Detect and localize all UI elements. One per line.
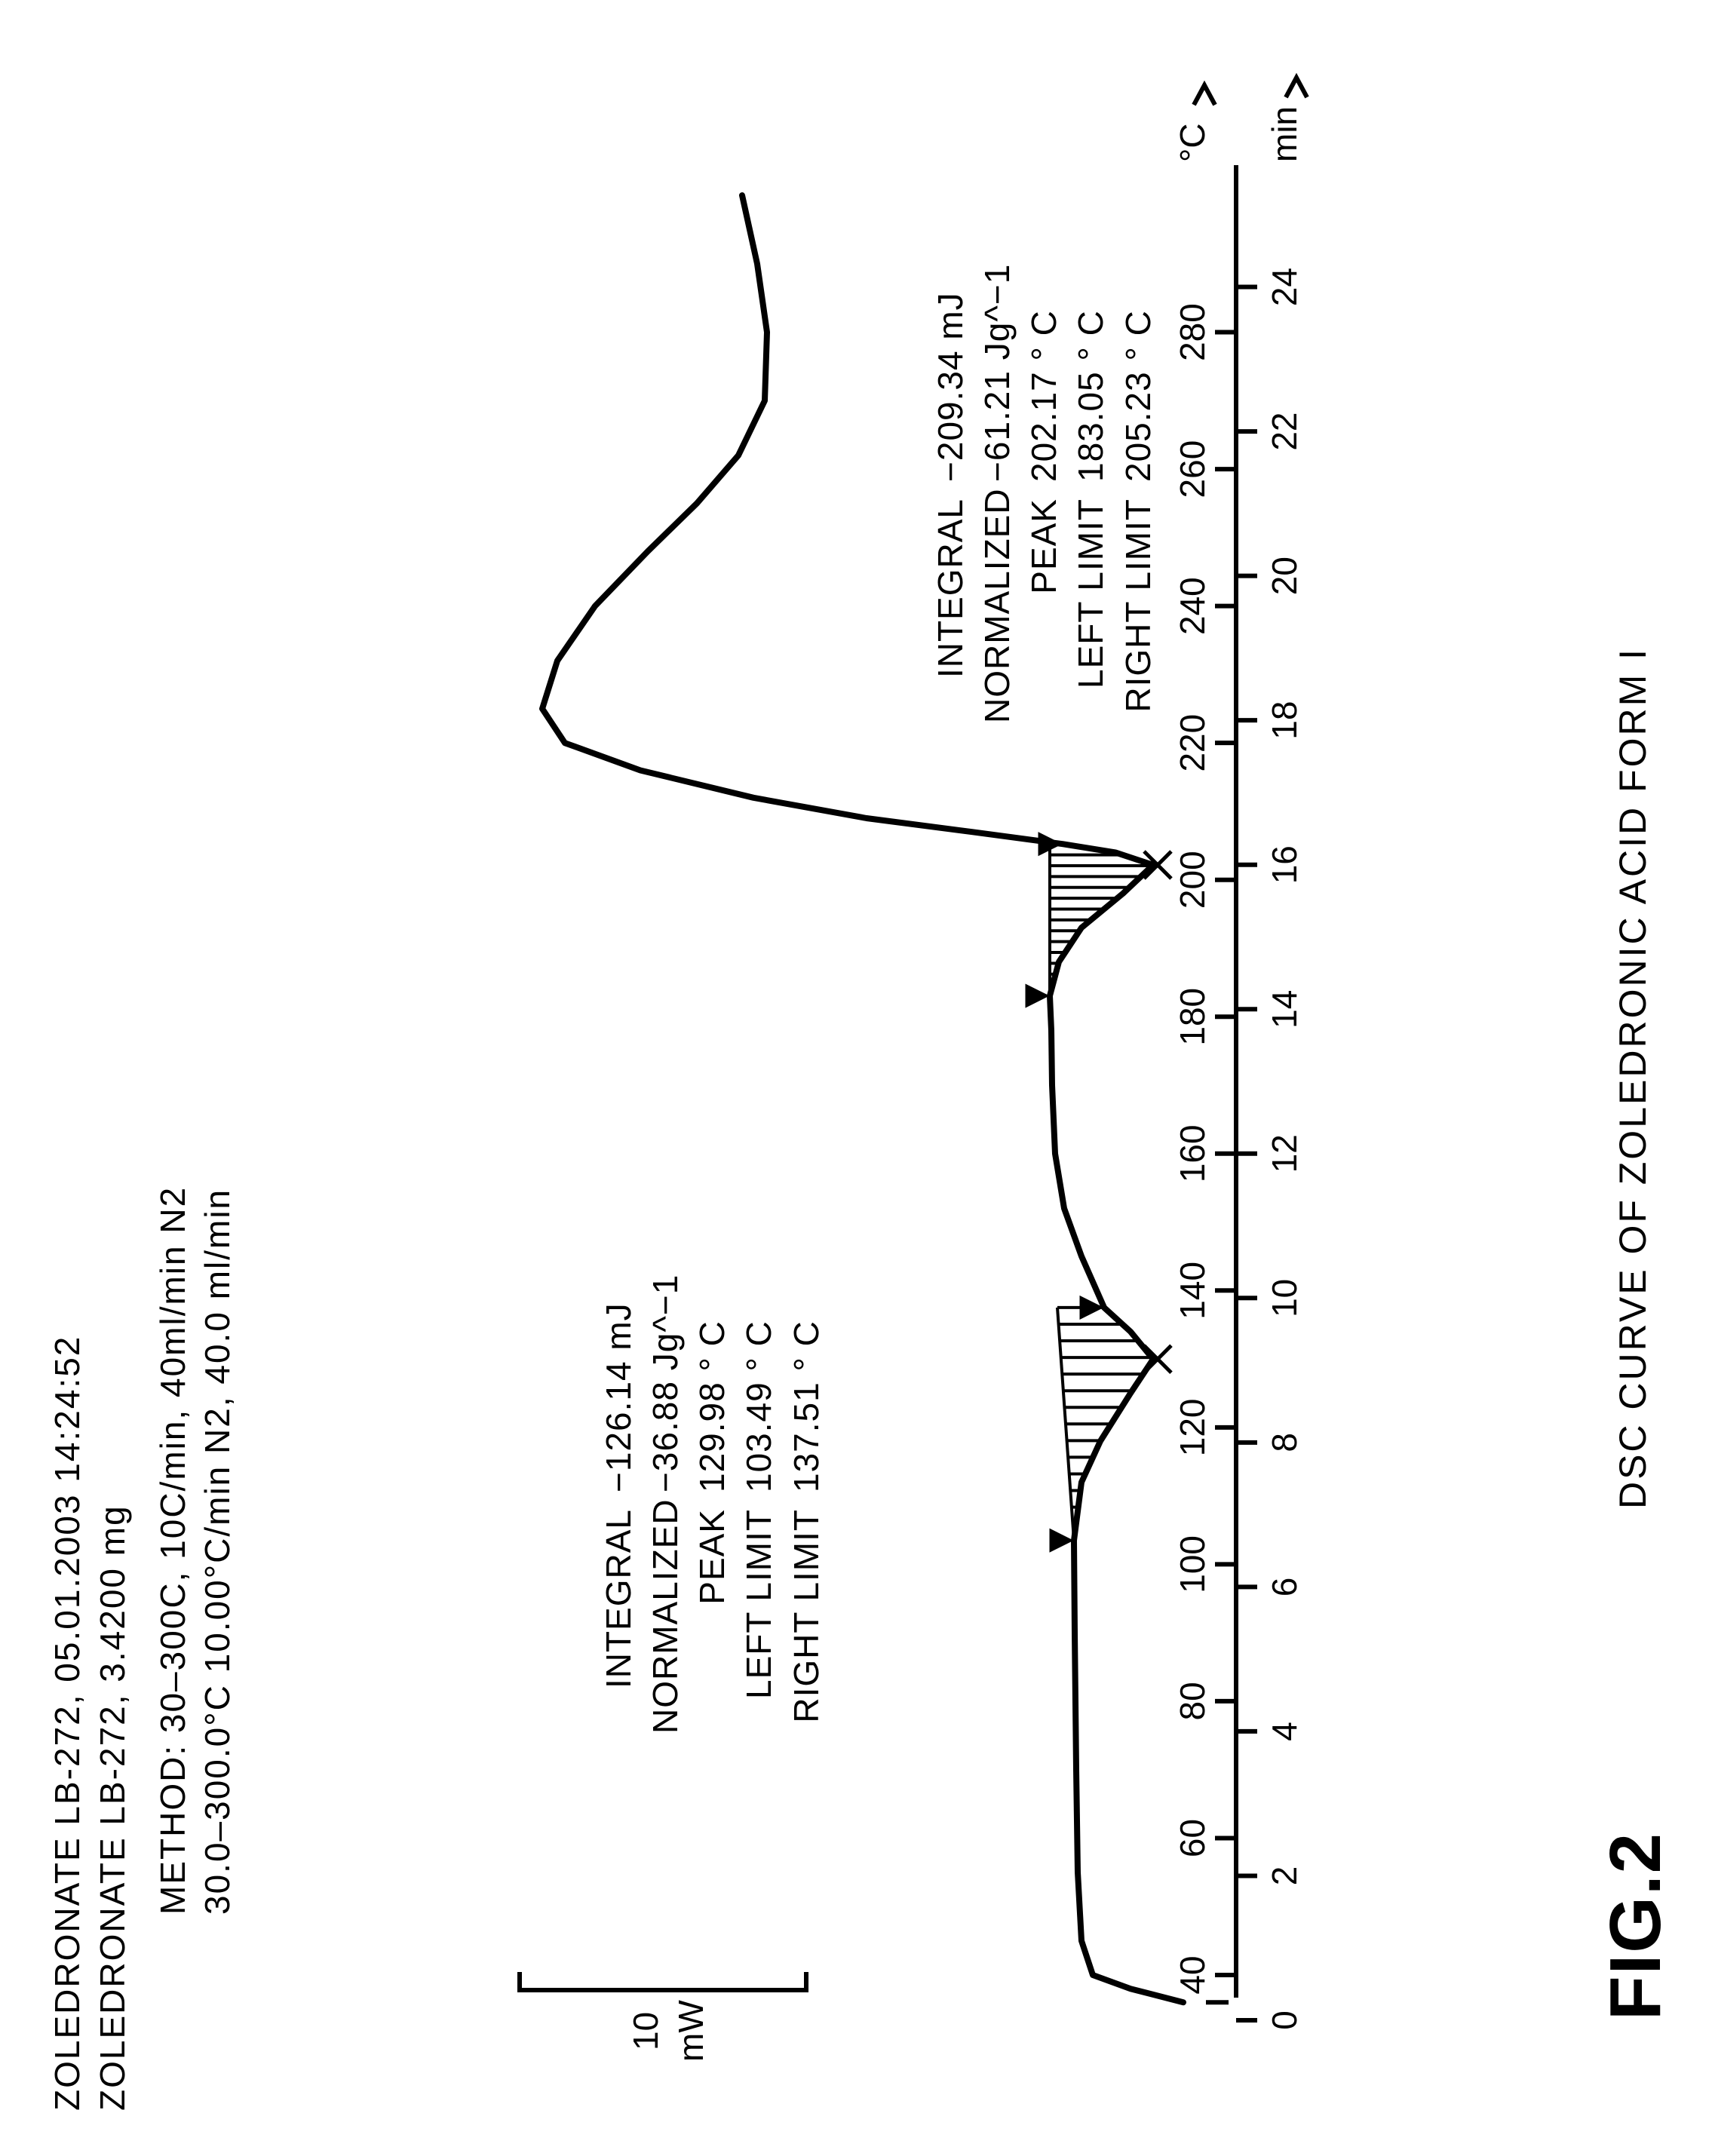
svg-text:180: 180	[1173, 988, 1212, 1046]
dsc-chart: 10 mW 4060801001201401601802002202402602…	[263, 60, 1394, 2096]
svg-text:8: 8	[1265, 1433, 1304, 1452]
header-line2: ZOLEDRONATE LB-272, 3.4200 mg	[91, 75, 136, 2111]
svg-text:2: 2	[1265, 1866, 1304, 1886]
svg-text:220: 220	[1173, 714, 1212, 772]
svg-text:4: 4	[1265, 1722, 1304, 1741]
svg-text:18: 18	[1265, 701, 1304, 740]
svg-text:24: 24	[1265, 268, 1304, 306]
svg-text:200: 200	[1173, 851, 1212, 909]
svg-text:14: 14	[1265, 990, 1304, 1029]
svg-text:260: 260	[1173, 440, 1212, 498]
svg-text:80: 80	[1173, 1682, 1212, 1720]
svg-text:240: 240	[1173, 577, 1212, 635]
svg-text:120: 120	[1173, 1398, 1212, 1456]
method-block: METHOD: 30–300C, 10C/min, 40ml/min N2 30…	[151, 75, 241, 1915]
svg-text:10: 10	[1265, 1279, 1304, 1317]
peak2-info: INTEGRAL−209.34 mJ NORMALIZED−61.21 Jg^−…	[927, 264, 1161, 723]
svg-text:280: 280	[1173, 303, 1212, 361]
svg-text:140: 140	[1173, 1262, 1212, 1320]
sample-header: ZOLEDRONATE LB-272, 05.01.2003 14:24:52 …	[45, 75, 136, 2111]
method-line1: METHOD: 30–300C, 10C/min, 40ml/min N2	[151, 75, 196, 1915]
svg-text:20: 20	[1265, 557, 1304, 595]
svg-text:0: 0	[1265, 2010, 1304, 2030]
svg-text:min: min	[1265, 106, 1304, 162]
svg-text:40: 40	[1173, 1955, 1212, 1994]
chart-svg: 406080100120140160180200220240260280°C02…	[263, 60, 1394, 2096]
svg-text:6: 6	[1265, 1578, 1304, 1597]
peak1-info: INTEGRAL−126.14 mJ NORMALIZED−36.88 Jg^−…	[595, 1274, 829, 1734]
svg-text:22: 22	[1265, 412, 1304, 450]
figure-label: FIG.2	[1594, 1832, 1677, 2020]
svg-text:60: 60	[1173, 1819, 1212, 1857]
svg-text:160: 160	[1173, 1124, 1212, 1182]
svg-text:12: 12	[1265, 1134, 1304, 1173]
svg-text:100: 100	[1173, 1535, 1212, 1593]
header-line1: ZOLEDRONATE LB-272, 05.01.2003 14:24:52	[45, 75, 91, 2111]
method-line2: 30.0–300.0°C 10.00°C/min N2, 40.0 ml/min	[195, 75, 241, 1915]
svg-text:°C: °C	[1173, 123, 1212, 162]
svg-text:16: 16	[1265, 845, 1304, 884]
